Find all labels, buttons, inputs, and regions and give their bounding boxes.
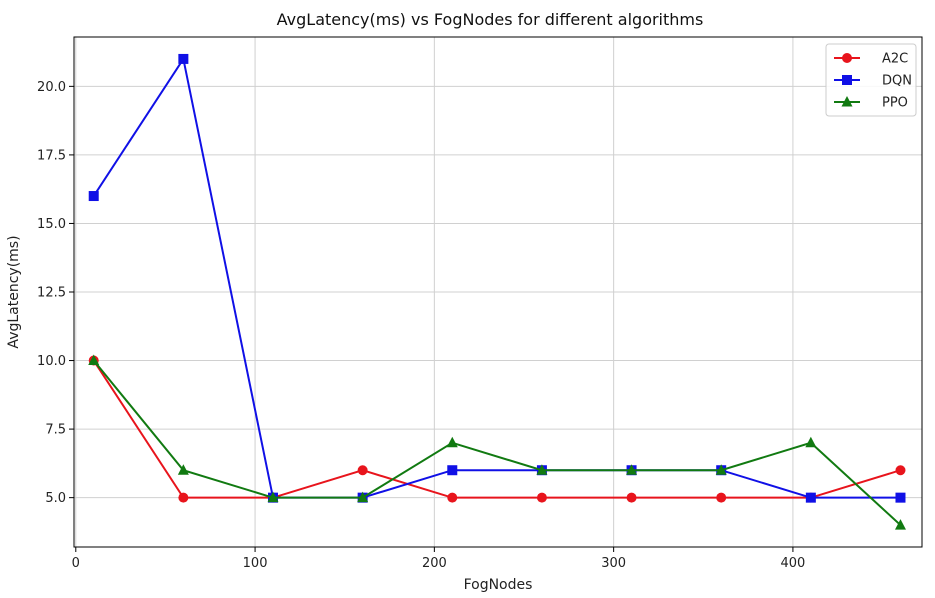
data-point-dqn [805, 492, 816, 503]
legend-label: A2C [882, 52, 908, 67]
data-point-a2c [626, 492, 637, 503]
data-point-ppo [446, 436, 458, 448]
x-tick-label: 200 [422, 556, 447, 571]
data-point-ppo [536, 464, 548, 475]
legend-item-dqn: DQN [834, 74, 912, 89]
y-tick-label: 17.5 [37, 148, 66, 163]
y-tick-label: 7.5 [45, 423, 66, 438]
y-tick-label: 10.0 [37, 354, 66, 369]
legend-marker-ppo [841, 96, 853, 107]
legend-item-a2c: A2C [834, 52, 908, 67]
y-tick-label: 12.5 [37, 286, 66, 301]
y-tick-label: 20.0 [37, 80, 66, 95]
data-point-ppo [805, 436, 817, 448]
data-point-a2c [536, 492, 547, 503]
data-point-ppo [357, 491, 369, 503]
data-point-ppo [177, 464, 189, 475]
x-tick-label: 300 [601, 556, 626, 571]
y-axis-label: AvgLatency(ms) [6, 235, 22, 348]
data-point-ppo [894, 519, 906, 530]
data-point-dqn [178, 53, 189, 64]
series-layer [88, 53, 906, 530]
data-point-a2c [716, 492, 727, 503]
data-point-dqn [895, 492, 906, 503]
data-point-dqn [88, 191, 99, 202]
axis-ticks: 0 100 200 300 400 5.0 7.5 10.0 12.5 15.0 17.5 20.0 [37, 80, 805, 571]
x-tick-label: 100 [243, 556, 268, 571]
data-point-ppo [267, 491, 279, 503]
legend-label: PPO [882, 96, 908, 111]
x-axis-label: FogNodes [464, 577, 533, 593]
legend-label: DQN [882, 74, 912, 89]
legend-item-ppo: PPO [834, 96, 908, 111]
series-dqn [88, 53, 906, 503]
data-point-dqn [447, 465, 458, 476]
legend: A2C DQN PPO [825, 43, 917, 117]
series-line-dqn [92, 56, 901, 499]
data-point-a2c [447, 492, 458, 503]
data-point-a2c [178, 492, 189, 503]
data-point-ppo [626, 464, 638, 475]
y-tick-label: 15.0 [37, 217, 66, 232]
chart-title: AvgLatency(ms) vs FogNodes for different… [277, 10, 704, 29]
data-point-ppo [88, 354, 100, 366]
series-ppo [88, 354, 906, 530]
series-line-a2c [92, 360, 901, 499]
series-line-ppo [92, 359, 902, 526]
legend-marker-dqn [842, 75, 852, 85]
x-tick-label: 0 [72, 556, 80, 571]
data-point-a2c [357, 465, 368, 476]
data-point-ppo [715, 464, 727, 475]
data-point-a2c [895, 465, 906, 476]
x-tick-label: 400 [781, 556, 806, 571]
legend-marker-a2c [842, 53, 852, 63]
y-tick-label: 5.0 [45, 491, 66, 506]
